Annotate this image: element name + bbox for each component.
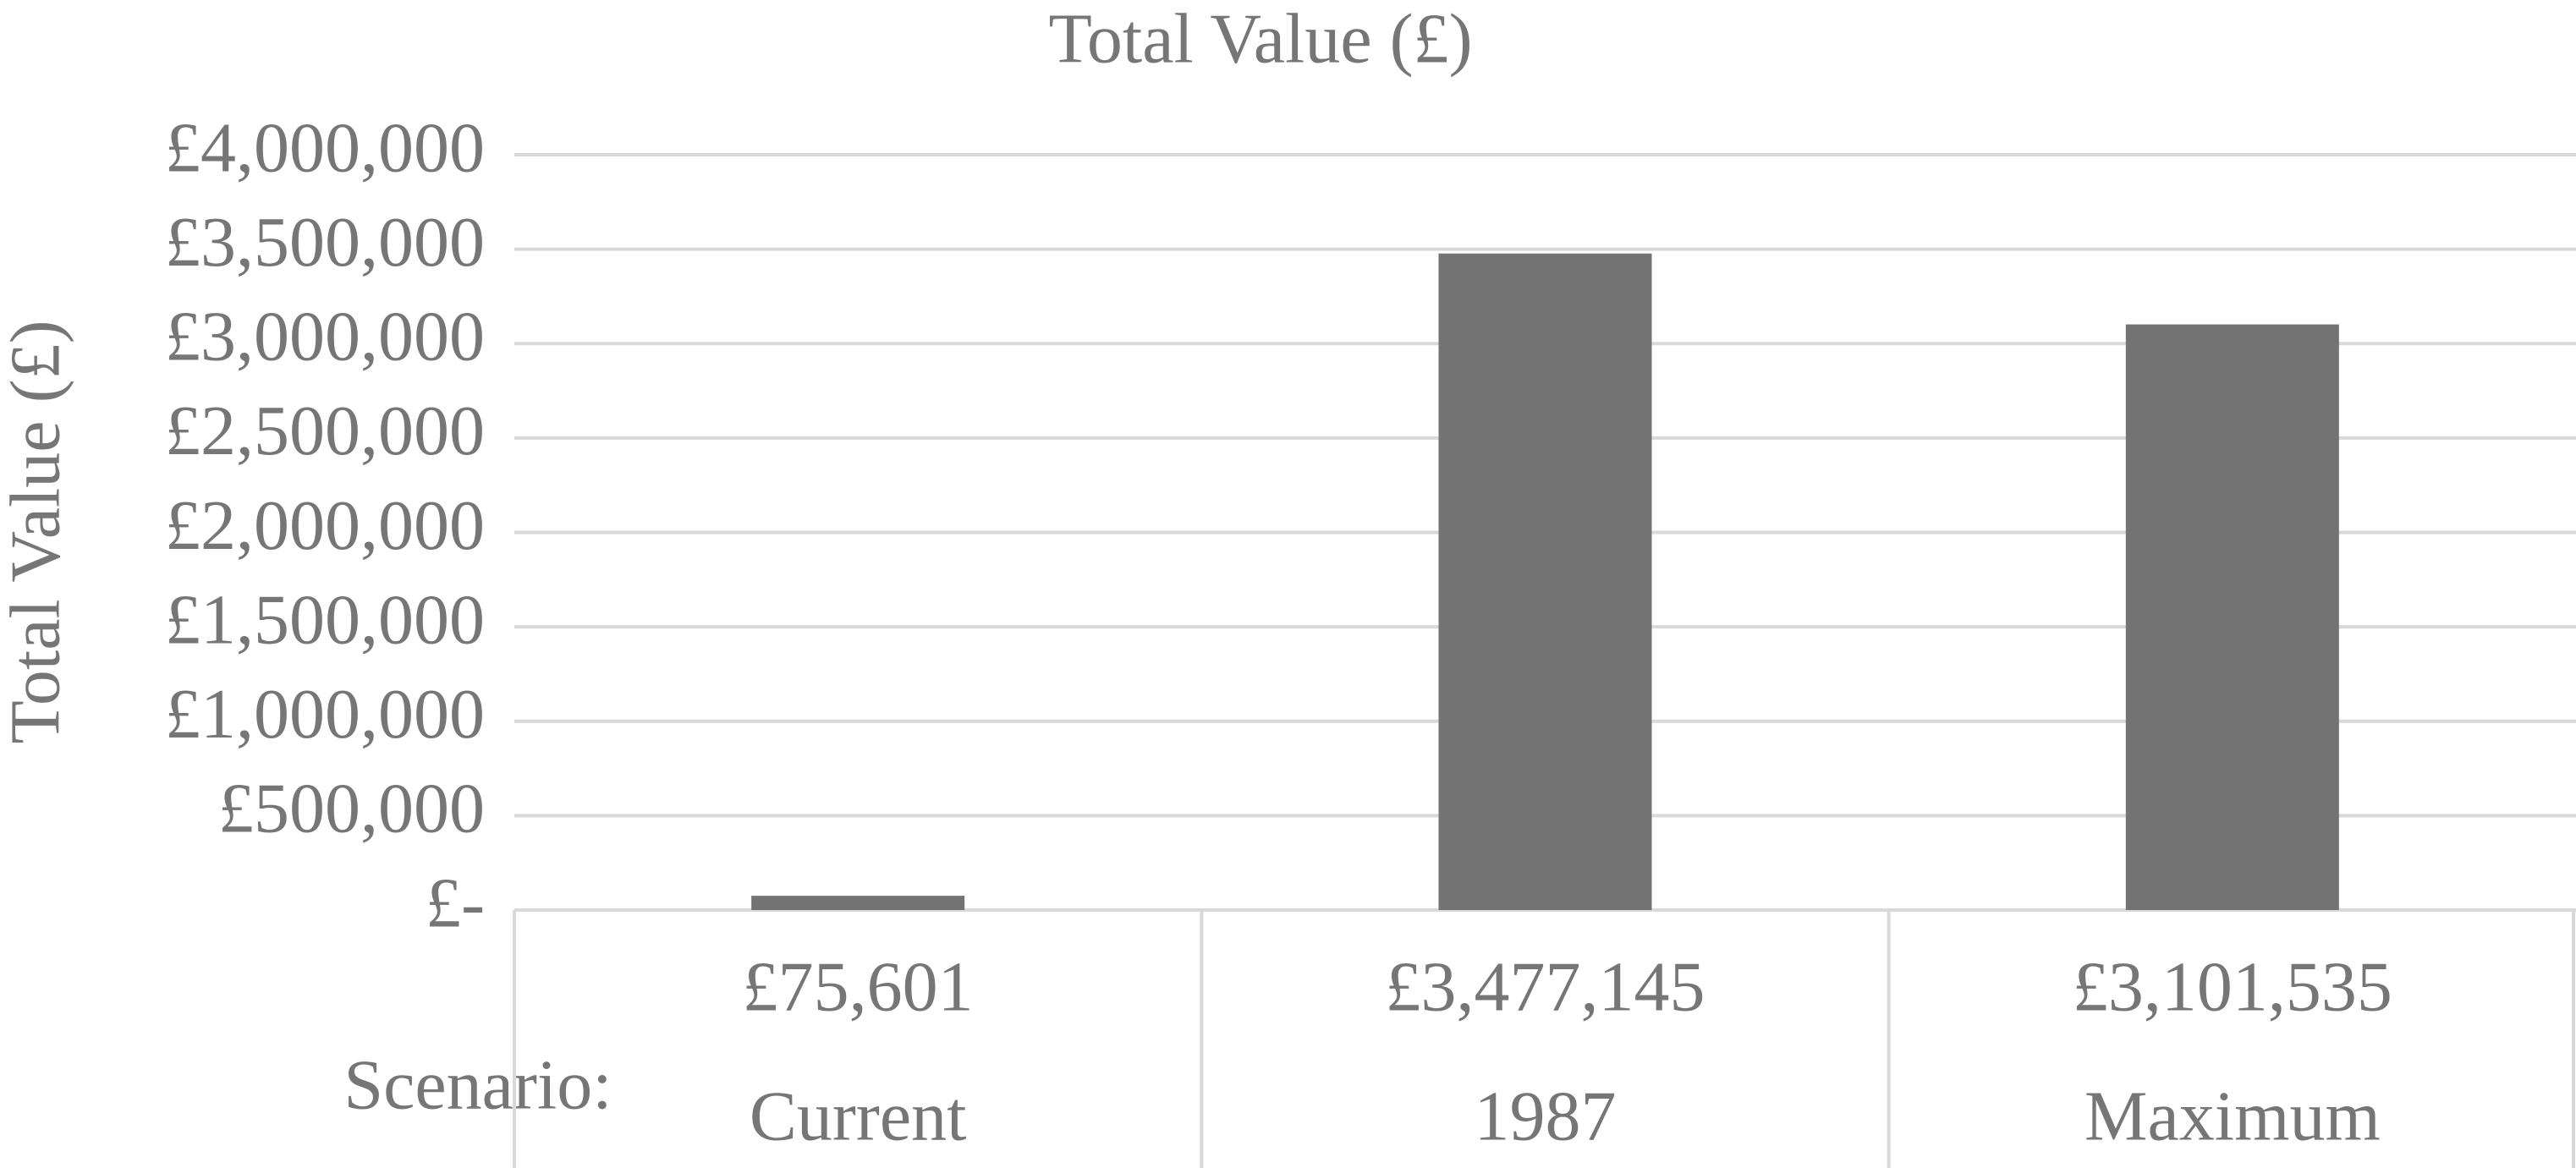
x-tick-label: 1987 [1475,1077,1617,1155]
y-tick-label: £500,000 [218,770,485,848]
table-row-label: Scenario: [343,1045,612,1124]
y-axis-label: Total Value (£) [0,320,74,743]
chart-title: Total Value (£) [1048,0,1472,78]
value-label: £3,101,535 [2073,947,2392,1026]
y-tick-label: £3,500,000 [165,203,485,282]
value-label: £3,477,145 [1386,947,1705,1026]
y-tick-label: £1,500,000 [165,580,485,659]
y-tick-label: £2,000,000 [165,486,485,565]
y-tick-label: £- [426,864,485,942]
bar [2125,324,2339,911]
y-tick-label: £4,000,000 [165,108,485,187]
y-tick-label: £2,500,000 [165,392,485,470]
x-tick-label: Maximum [2084,1077,2381,1155]
value-label: £75,601 [743,947,974,1026]
y-tick-label: £3,000,000 [165,298,485,376]
bar [751,896,965,910]
x-tick-label: Current [750,1077,967,1155]
y-tick-label: £1,000,000 [165,675,485,754]
bar [1438,253,1652,910]
